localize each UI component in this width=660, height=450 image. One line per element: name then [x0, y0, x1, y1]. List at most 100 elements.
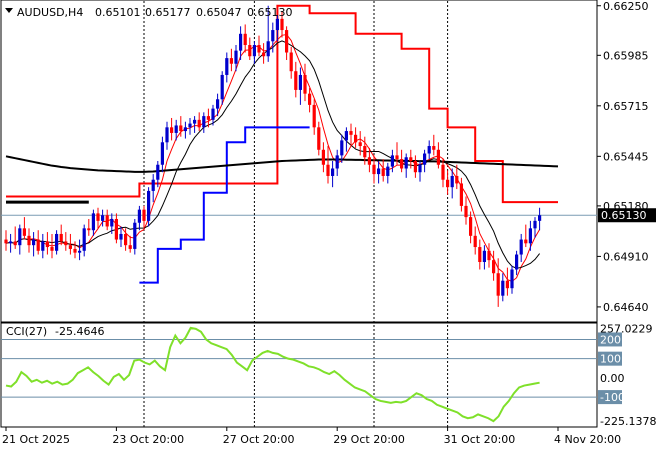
candle-body	[464, 205, 468, 218]
candle-body	[160, 142, 164, 165]
candle-body	[128, 245, 132, 249]
time-tick-label: 31 Oct 20:00	[444, 433, 516, 446]
cci-level-badge	[598, 332, 622, 347]
cci-panel	[0, 322, 598, 428]
candle-body	[317, 127, 321, 150]
candle-body	[188, 123, 192, 128]
candle-body	[202, 116, 206, 128]
candle-body	[147, 190, 151, 221]
time-tick-label: 27 Oct 20:00	[223, 433, 295, 446]
candle-body	[303, 74, 307, 94]
candle-body	[381, 168, 385, 176]
candle-body	[533, 220, 537, 229]
candle-body	[50, 247, 54, 251]
candle-body	[156, 164, 160, 180]
chart-header: AUDUSD,H4 0.65101 0.65177 0.65047 0.6513…	[5, 6, 293, 19]
high-value: 0.65177	[145, 6, 191, 19]
candle-body	[501, 280, 505, 296]
candle-body	[82, 228, 86, 251]
candle-body	[243, 33, 247, 46]
cci-tick-label: -100	[600, 391, 625, 404]
candle-body	[137, 209, 141, 223]
candle-body	[174, 125, 178, 133]
candle-body	[418, 164, 422, 173]
candle-body	[151, 179, 155, 191]
candle-body	[206, 116, 210, 120]
candle-body	[220, 74, 224, 100]
candle-body	[528, 228, 532, 244]
candle-body	[312, 104, 316, 128]
candle-body	[377, 168, 381, 175]
candle-body	[285, 30, 289, 53]
candle-body	[133, 222, 137, 249]
candle-body	[455, 175, 459, 184]
candle-body	[32, 239, 36, 246]
candle-body	[510, 269, 514, 289]
candle-body	[110, 218, 114, 227]
candle-body	[505, 280, 509, 289]
blue-support-line	[139, 126, 310, 284]
candle-body	[450, 175, 454, 188]
candle-body	[101, 215, 105, 221]
cci-tick-label: 200	[600, 333, 621, 346]
candle-body	[482, 250, 486, 263]
candle-body	[386, 166, 390, 176]
cci-tick-label: 0.00	[600, 372, 625, 385]
candle-body	[298, 74, 302, 90]
candle-body	[252, 45, 256, 57]
cci-value: -25.4646	[55, 325, 104, 338]
red-resistance-line	[6, 4, 558, 204]
candle-body	[340, 140, 344, 156]
candle-body	[436, 149, 440, 165]
candle-body	[432, 146, 436, 150]
candle-body	[211, 108, 215, 120]
candle-body	[519, 239, 523, 255]
open-value: 0.65101	[95, 6, 141, 19]
candle-body	[13, 241, 17, 246]
candle-body	[372, 164, 376, 175]
candle-body	[18, 228, 22, 246]
price-tick-label: 0.65445	[603, 150, 649, 163]
chevron-down-icon[interactable]	[5, 8, 13, 13]
candle-body	[331, 168, 335, 176]
candle-body	[119, 233, 123, 240]
candle-body	[289, 52, 293, 72]
candle-body	[266, 41, 270, 57]
price-tick-label: 0.64640	[603, 301, 649, 314]
price-tick-label: 0.64910	[603, 250, 649, 263]
cci-tick-label: -225.1378	[600, 415, 656, 428]
candle-body	[179, 125, 183, 132]
candle-body	[400, 159, 404, 169]
cci-line	[5, 326, 540, 423]
candle-body	[441, 164, 445, 180]
candle-body	[91, 213, 95, 231]
candle-body	[335, 155, 339, 169]
price-tick-label: 0.66250	[603, 0, 649, 13]
candle-body	[321, 149, 325, 165]
candle-body	[275, 18, 279, 31]
time-tick-label: 21 Oct 2025	[2, 433, 70, 446]
candle-body	[64, 241, 68, 246]
candle-body	[197, 119, 201, 128]
time-tick-label: 4 Nov 20:00	[554, 433, 621, 446]
candle-body	[487, 250, 491, 261]
candle-body	[239, 33, 243, 51]
candle-body	[515, 254, 519, 270]
candle-body	[36, 239, 40, 251]
candlesticks	[4, 5, 542, 307]
candle-body	[469, 217, 473, 236]
candle-body	[105, 215, 109, 227]
candle-body	[124, 233, 128, 246]
current-price-badge	[598, 208, 656, 223]
candle-body	[349, 131, 353, 135]
candle-body	[492, 260, 496, 274]
time-tick-label: 23 Oct 20:00	[112, 433, 184, 446]
candle-body	[9, 241, 13, 244]
candle-body	[87, 228, 91, 231]
price-tick-label: 0.65715	[603, 100, 649, 113]
candle-body	[73, 248, 77, 253]
candle-body	[193, 119, 197, 124]
candle-body	[96, 213, 100, 221]
